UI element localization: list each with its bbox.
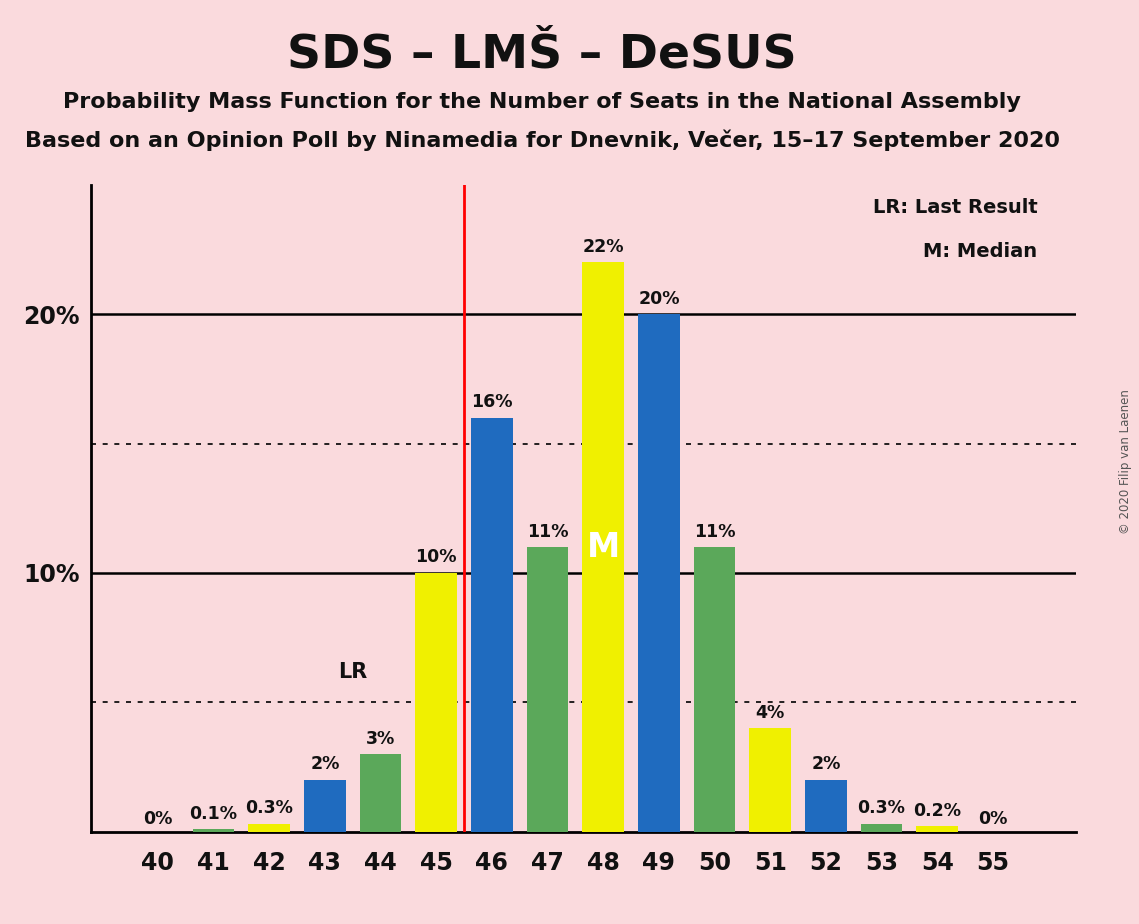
Bar <box>304 780 346 832</box>
Text: 3%: 3% <box>366 730 395 748</box>
Text: 16%: 16% <box>472 394 513 411</box>
Bar <box>749 728 792 832</box>
Bar <box>526 547 568 832</box>
Bar <box>248 824 290 832</box>
Text: 0.1%: 0.1% <box>189 805 238 822</box>
Text: Probability Mass Function for the Number of Seats in the National Assembly: Probability Mass Function for the Number… <box>64 92 1021 113</box>
Text: 2%: 2% <box>811 756 841 773</box>
Bar <box>472 418 513 832</box>
Bar <box>582 262 624 832</box>
Text: © 2020 Filip van Laenen: © 2020 Filip van Laenen <box>1118 390 1132 534</box>
Bar <box>916 826 958 832</box>
Bar <box>861 824 902 832</box>
Bar <box>192 829 235 832</box>
Bar <box>360 754 401 832</box>
Text: 0.3%: 0.3% <box>245 799 293 818</box>
Text: 10%: 10% <box>416 549 457 566</box>
Text: 0.2%: 0.2% <box>913 802 961 820</box>
Text: Based on an Opinion Poll by Ninamedia for Dnevnik, Večer, 15–17 September 2020: Based on an Opinion Poll by Ninamedia fo… <box>25 129 1059 151</box>
Text: LR: LR <box>338 662 368 682</box>
Text: LR: Last Result: LR: Last Result <box>872 198 1038 217</box>
Bar <box>416 573 457 832</box>
Text: 11%: 11% <box>527 523 568 541</box>
Text: SDS – LMŠ – DeSUS: SDS – LMŠ – DeSUS <box>287 32 797 78</box>
Text: 0%: 0% <box>978 809 1008 828</box>
Text: 0.3%: 0.3% <box>858 799 906 818</box>
Text: 11%: 11% <box>694 523 736 541</box>
Bar <box>805 780 846 832</box>
Text: 22%: 22% <box>582 238 624 256</box>
Text: 0%: 0% <box>144 809 173 828</box>
Bar <box>694 547 736 832</box>
Text: 4%: 4% <box>755 704 785 722</box>
Text: M: Median: M: Median <box>924 242 1038 261</box>
Text: 20%: 20% <box>638 290 680 308</box>
Bar <box>638 314 680 832</box>
Text: 2%: 2% <box>310 756 339 773</box>
Text: M: M <box>587 530 620 564</box>
